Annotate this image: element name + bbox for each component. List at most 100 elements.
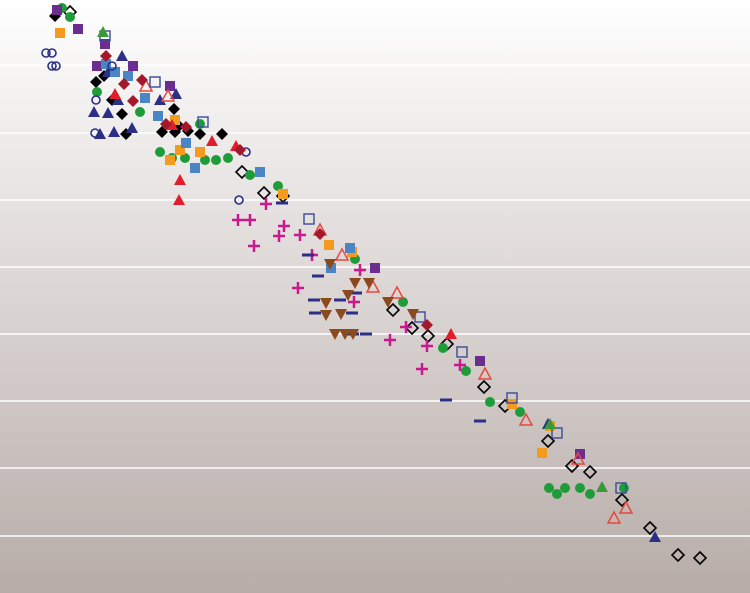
point: [314, 228, 326, 240]
point: [485, 397, 495, 407]
point: [168, 103, 180, 115]
point: [126, 122, 138, 133]
point: [456, 346, 468, 358]
point: [52, 5, 62, 15]
point: [165, 81, 175, 91]
point: [92, 61, 102, 71]
point: [232, 214, 244, 226]
point: [109, 88, 121, 99]
point: [174, 174, 186, 185]
point: [619, 483, 629, 493]
point: [153, 111, 163, 121]
point: [173, 194, 185, 205]
point: [223, 153, 233, 163]
point: [248, 240, 260, 252]
point: [438, 343, 448, 353]
point: [294, 229, 306, 241]
point: [256, 185, 272, 201]
point: [90, 128, 100, 138]
point: [303, 213, 315, 225]
point: [692, 550, 708, 566]
point: [575, 483, 585, 493]
point: [90, 76, 102, 88]
point: [116, 108, 128, 120]
point: [206, 135, 218, 146]
point: [329, 329, 341, 340]
point: [234, 195, 244, 205]
point: [339, 329, 351, 340]
point: [51, 61, 61, 71]
point: [278, 220, 290, 232]
point: [349, 278, 361, 289]
point: [363, 278, 375, 289]
point: [615, 482, 627, 494]
point: [370, 263, 380, 273]
point: [614, 492, 630, 508]
point: [642, 520, 658, 536]
point: [65, 12, 75, 22]
point: [537, 448, 547, 458]
point: [128, 61, 138, 71]
point: [180, 153, 190, 163]
point: [345, 243, 355, 253]
point: [606, 510, 622, 524]
point: [41, 48, 51, 58]
point: [260, 198, 272, 210]
point: [348, 296, 360, 308]
point: [407, 309, 419, 320]
point: [92, 87, 102, 97]
point: [165, 155, 175, 165]
point: [116, 50, 128, 61]
point: [324, 259, 336, 270]
point: [618, 500, 634, 514]
point: [107, 61, 117, 71]
point: [347, 329, 359, 340]
point: [160, 88, 176, 102]
point: [342, 290, 354, 301]
point: [389, 285, 405, 299]
point: [73, 24, 83, 34]
point: [255, 167, 265, 177]
point: [596, 481, 608, 492]
point: [47, 48, 57, 58]
point: [385, 302, 401, 318]
point: [384, 334, 396, 346]
point: [88, 106, 100, 117]
point: [570, 451, 586, 465]
point: [97, 26, 109, 37]
point: [585, 489, 595, 499]
point: [414, 311, 426, 323]
point: [211, 155, 221, 165]
point: [544, 418, 556, 429]
point: [197, 116, 209, 128]
point: [170, 115, 180, 125]
point: [320, 298, 332, 309]
point: [155, 147, 165, 157]
point: [575, 449, 585, 459]
point: [102, 107, 114, 118]
point: [552, 489, 562, 499]
point: [91, 95, 101, 105]
point: [398, 297, 408, 307]
point: [292, 282, 304, 294]
point: [506, 392, 518, 404]
point: [55, 28, 65, 38]
point: [127, 95, 139, 107]
point: [273, 181, 283, 191]
point: [475, 356, 485, 366]
point: [461, 366, 471, 376]
point: [445, 328, 457, 339]
point: [544, 483, 554, 493]
point: [160, 118, 172, 130]
point: [421, 319, 433, 331]
point: [335, 309, 347, 320]
point: [166, 119, 178, 130]
point: [515, 407, 525, 417]
point: [518, 412, 534, 426]
point: [108, 126, 120, 137]
point: [136, 74, 148, 86]
point: [100, 39, 110, 49]
point: [334, 247, 350, 261]
